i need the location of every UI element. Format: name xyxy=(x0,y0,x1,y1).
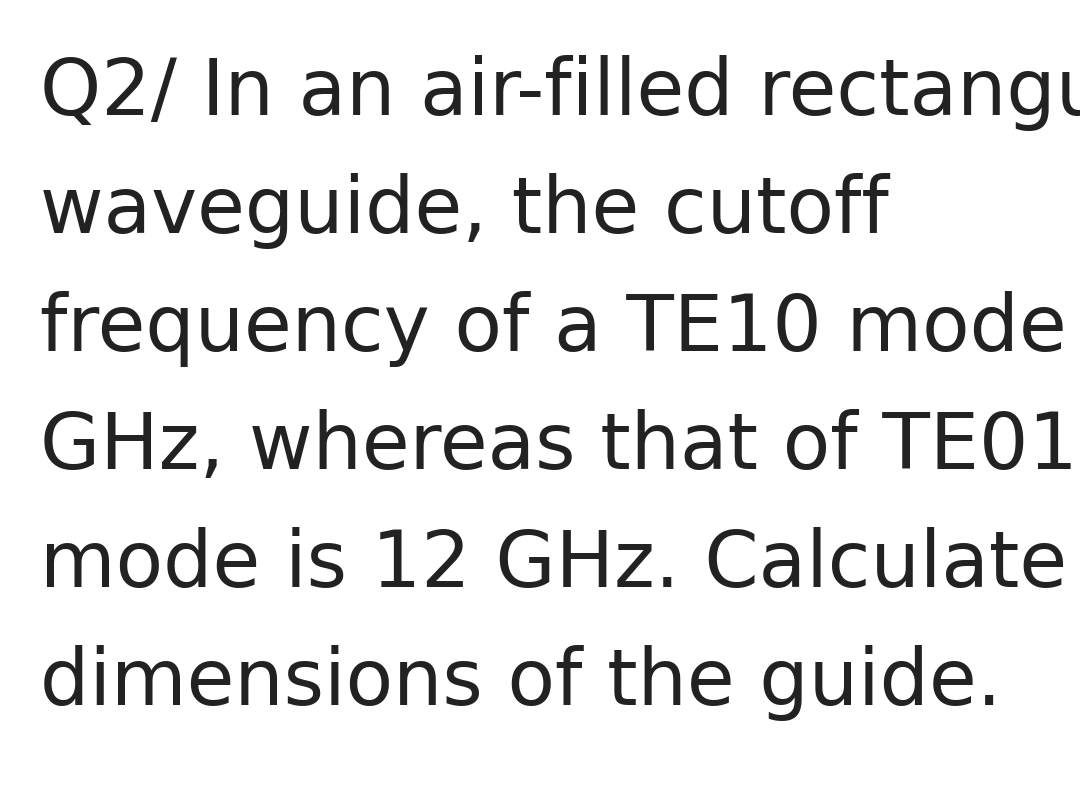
Text: waveguide, the cutoff: waveguide, the cutoff xyxy=(40,173,889,249)
Text: frequency of a TE10 mode is 5: frequency of a TE10 mode is 5 xyxy=(40,291,1080,367)
Text: GHz, whereas that of TE01: GHz, whereas that of TE01 xyxy=(40,409,1078,485)
Text: mode is 12 GHz. Calculate the: mode is 12 GHz. Calculate the xyxy=(40,527,1080,603)
Text: Q2/ In an air-filled rectangular: Q2/ In an air-filled rectangular xyxy=(40,55,1080,131)
Text: dimensions of the guide.: dimensions of the guide. xyxy=(40,645,1001,721)
